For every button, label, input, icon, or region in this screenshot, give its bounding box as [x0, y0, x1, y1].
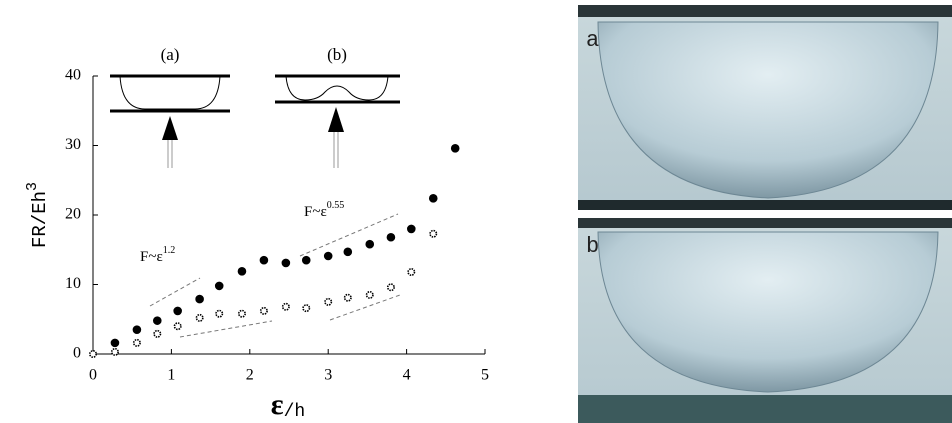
point — [195, 294, 204, 304]
point — [386, 283, 395, 292]
point — [386, 232, 396, 242]
photo-label: b — [586, 234, 599, 259]
point — [407, 224, 416, 234]
x-axis-label: ε/h — [271, 388, 305, 422]
photo-label: a — [586, 28, 599, 53]
point — [153, 329, 162, 338]
inset-label: (a) — [161, 45, 180, 64]
guide-arrow — [329, 294, 401, 321]
point — [365, 290, 374, 299]
top-plate — [578, 5, 952, 17]
annotation-text: F~ε — [140, 249, 163, 265]
point — [214, 281, 224, 291]
point — [281, 302, 290, 311]
point — [429, 229, 438, 238]
photos: a b — [578, 5, 952, 423]
inset-label: (b) — [327, 45, 347, 64]
top-plate — [578, 218, 952, 228]
x-label-rest: /h — [284, 402, 306, 422]
point — [407, 267, 416, 276]
point — [110, 347, 119, 356]
annotation-exponent: 0.55 — [327, 200, 345, 211]
point — [450, 143, 460, 153]
point — [323, 251, 333, 261]
point — [281, 258, 291, 268]
annotation: F~ε1.2 — [140, 245, 175, 265]
shell — [597, 231, 939, 393]
y-label-exponent: 3 — [24, 182, 41, 191]
point — [365, 239, 375, 249]
guide-arrow — [299, 213, 399, 257]
shell — [119, 75, 221, 110]
bottom-plate — [578, 200, 952, 210]
point — [259, 255, 269, 265]
point — [302, 304, 311, 313]
y-axis-label: FR/Eh3 — [24, 182, 51, 248]
x-tick-label: 3 — [324, 367, 332, 384]
point — [301, 255, 311, 265]
annotation-exponent: 1.2 — [163, 245, 176, 256]
point — [173, 322, 182, 331]
photo-b: b — [578, 218, 952, 423]
point — [173, 306, 182, 316]
point — [110, 338, 120, 348]
point — [152, 316, 162, 325]
arrow-head — [162, 116, 178, 140]
y-tick-label: 30 — [65, 136, 81, 153]
guide-arrows — [149, 213, 401, 338]
arrow-head — [328, 107, 344, 132]
photo-a: a — [578, 5, 952, 210]
y-tick-label: 0 — [73, 345, 81, 362]
shell — [597, 21, 939, 199]
x-tick-label: 1 — [167, 367, 175, 384]
point — [89, 349, 98, 358]
x-tick-label: 4 — [403, 367, 411, 384]
bottom-plate — [578, 395, 952, 423]
inset-a: (a) — [110, 45, 230, 168]
x-tick-label: 5 — [481, 367, 489, 384]
shell — [285, 75, 389, 101]
y-tick-label: 10 — [65, 275, 81, 292]
point — [428, 194, 438, 203]
annotation: F~ε0.55 — [304, 200, 344, 220]
point — [195, 313, 204, 322]
x-tick-label: 2 — [246, 367, 254, 384]
point — [237, 309, 246, 318]
annotation-text: F~ε — [304, 204, 327, 220]
point — [132, 338, 141, 347]
point — [259, 306, 268, 315]
point — [237, 266, 247, 276]
guide-arrow — [149, 277, 201, 307]
x-tick-label: 0 — [89, 367, 97, 384]
guide-arrow — [179, 320, 273, 338]
point — [215, 309, 224, 318]
y-label-text: FR/Eh — [29, 191, 51, 248]
point — [343, 293, 352, 302]
inset-b: (b) — [275, 45, 400, 168]
y-tick-label: 20 — [65, 206, 81, 223]
point — [324, 297, 333, 306]
point — [343, 247, 353, 257]
y-tick-label: 40 — [65, 67, 81, 84]
x-label-symbol: ε — [271, 388, 284, 421]
point — [132, 325, 142, 334]
